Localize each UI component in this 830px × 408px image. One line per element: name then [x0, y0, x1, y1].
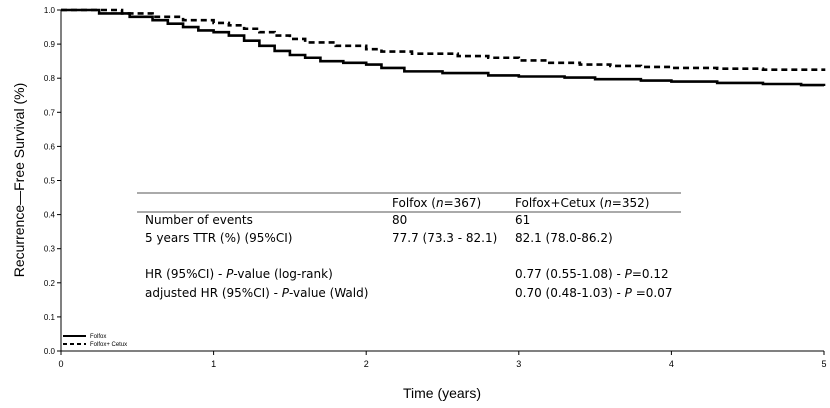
x-tick-label: 2 — [364, 359, 369, 369]
y-tick-label: 0.3 — [44, 245, 56, 254]
y-tick-label: 0.0 — [44, 347, 56, 356]
table-cell: adjusted HR (95%CI) - P-value (Wald) — [145, 286, 368, 300]
x-axis-title: Time (years) — [403, 385, 481, 401]
series-folfox-cetux-line — [61, 8, 826, 72]
table-cell: 80 — [392, 213, 407, 227]
y-axis-title: Recurrence—Free Survival (%) — [11, 83, 27, 278]
x-tick-label: 5 — [821, 359, 826, 369]
table-cell: 77.7 (73.3 - 82.1) — [392, 231, 497, 245]
summary-table: Folfox (n=367) Folfox+Cetux (n=352) Number… — [137, 192, 681, 300]
y-tick-label: 1.0 — [44, 6, 56, 15]
table-cell: 5 years TTR (%) (95%CI) — [145, 231, 292, 245]
y-tick-label: 0.5 — [44, 177, 56, 186]
y-tick-label: 0.8 — [44, 74, 56, 83]
table-cell: HR (95%CI) - P-value (log-rank) — [145, 267, 333, 281]
x-tick-label: 1 — [211, 359, 216, 369]
legend-label-folfox-cetux: Folfox+ Cetux — [90, 342, 127, 348]
table-cell: 0.70 (0.48-1.03) - P =0.07 — [515, 286, 672, 300]
table-cell: 0.77 (0.55-1.08) - P=0.12 — [515, 267, 669, 281]
legend: Folfox Folfox+ Cetux — [63, 334, 127, 348]
y-tick-label: 0.1 — [44, 313, 56, 322]
y-tick-label: 0.6 — [44, 142, 56, 151]
table-header-cell: Folfox (n=367) — [392, 196, 481, 210]
table-cell: 82.1 (78.0-86.2) — [515, 231, 613, 245]
series-folfox-line — [61, 8, 826, 87]
y-tick-label: 0.4 — [44, 211, 56, 220]
legend-label-folfox: Folfox — [90, 334, 106, 340]
table-header-cell: Folfox+Cetux (n=352) — [515, 196, 649, 210]
survival-curves — [61, 8, 826, 87]
table-cell: 61 — [515, 213, 530, 227]
y-tick-label: 0.7 — [44, 108, 56, 117]
table-cell: Number of events — [145, 213, 253, 227]
axes: 0.0 0.1 0.2 0.3 0.4 0.5 0.6 0.7 0.8 0.9 1.0 0 1 2 3 4 5 — [44, 6, 827, 369]
x-tick-label: 3 — [516, 359, 521, 369]
y-tick-label: 0.9 — [44, 40, 56, 49]
x-tick-label: 0 — [58, 359, 63, 369]
x-tick-label: 4 — [669, 359, 674, 369]
y-tick-label: 0.2 — [44, 279, 56, 288]
